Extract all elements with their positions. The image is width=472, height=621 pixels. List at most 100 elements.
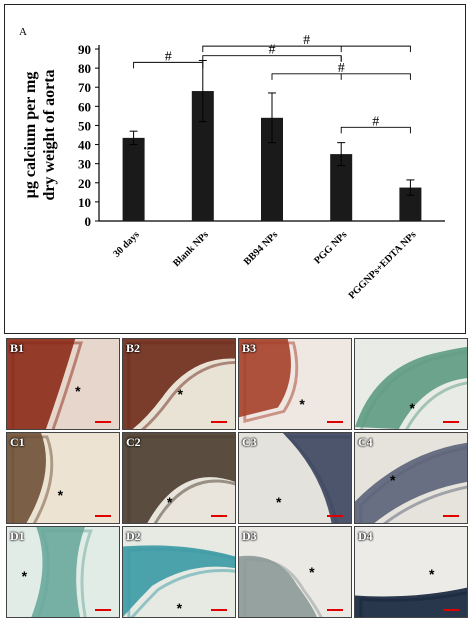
scale-bar xyxy=(443,421,459,423)
tissue-image xyxy=(123,433,235,523)
lumen-marker: * xyxy=(75,383,81,400)
tissue-layer xyxy=(127,341,235,429)
lumen-marker: * xyxy=(176,600,183,617)
bar xyxy=(330,154,353,221)
significance-marker: # xyxy=(303,33,310,48)
micrograph-grid: B1 * B2 * B3 * * C1 * C2 * C3 * C4 * D1 * D2 * D3 * D4 * xyxy=(6,338,468,618)
significance-bracket xyxy=(202,45,411,53)
micrograph-label: C2 xyxy=(126,435,141,449)
lumen-marker: * xyxy=(57,486,64,503)
x-tick-label: BB94 NPs xyxy=(242,229,280,267)
tissue-image xyxy=(355,346,467,429)
micrograph-d3: D3 * xyxy=(238,526,352,618)
bar xyxy=(122,137,145,221)
tissue-image xyxy=(239,555,323,617)
scale-bar xyxy=(211,421,227,423)
tissue-layer xyxy=(243,558,323,617)
y-tick-label: 10 xyxy=(78,195,91,210)
micrograph-label: B1 xyxy=(10,341,25,355)
scale-bar xyxy=(95,609,111,611)
micrograph-c2: C2 * xyxy=(122,432,236,524)
tissue-layer xyxy=(360,350,467,429)
tissue-region xyxy=(355,442,467,523)
lumen-marker: * xyxy=(166,493,173,510)
y-tick-label: 30 xyxy=(78,157,91,172)
tissue-region xyxy=(239,339,291,418)
tissue-region xyxy=(31,527,85,617)
micrograph-c3: C3 * xyxy=(238,432,352,524)
micrograph-d1: D1 * xyxy=(6,526,120,618)
tissue-layer xyxy=(127,435,235,523)
y-tick-label: 60 xyxy=(78,99,91,114)
tissue-region xyxy=(123,339,235,429)
scale-bar xyxy=(327,515,343,517)
x-tick-label: PGGNPs+EDTA NPs xyxy=(347,229,419,301)
tissue-layer xyxy=(11,435,54,523)
scale-bar xyxy=(327,421,343,423)
micrograph-label: D2 xyxy=(126,529,141,543)
micrograph-label: D4 xyxy=(358,529,373,543)
micrograph-label: C3 xyxy=(242,435,257,449)
micrograph-label: B2 xyxy=(126,341,141,355)
micrograph-c1: C1 * xyxy=(6,432,120,524)
micrograph-d2: D2 * xyxy=(122,526,236,618)
tissue-image xyxy=(355,587,467,617)
micrograph-label: B3 xyxy=(242,341,257,355)
scale-bar xyxy=(327,609,343,611)
bar xyxy=(261,117,283,221)
micrograph-c4: C4 * xyxy=(354,432,468,524)
y-tick-label: 90 xyxy=(78,42,91,57)
tissue-region xyxy=(7,433,46,523)
lumen-marker: * xyxy=(276,493,282,510)
micrograph-label: D3 xyxy=(242,529,257,543)
tissue-layer xyxy=(243,341,299,424)
tissue-layer xyxy=(359,446,467,523)
significance-bracket xyxy=(133,61,204,69)
significance-marker: # xyxy=(269,43,276,58)
x-tick-label: Blank NPs xyxy=(171,229,211,269)
scale-bar xyxy=(443,609,459,611)
tissue-region xyxy=(7,339,76,429)
lumen-marker: * xyxy=(409,399,415,416)
tissue-layer xyxy=(285,435,351,523)
scale-bar xyxy=(443,515,459,517)
tissue-image xyxy=(282,433,351,523)
tissue-region xyxy=(282,433,351,523)
significance-marker: # xyxy=(165,49,172,64)
tissue-layer xyxy=(127,547,235,617)
tissue-image xyxy=(7,433,54,523)
lumen-marker: * xyxy=(390,472,396,489)
lumen-marker: * xyxy=(299,395,305,412)
scale-bar xyxy=(211,609,227,611)
tissue-image xyxy=(355,442,467,523)
lumen-marker: * xyxy=(21,568,28,585)
x-tick-label: PGG NPs xyxy=(312,229,349,266)
significance-bracket xyxy=(271,73,411,80)
y-axis-label: dry weight of aorta xyxy=(41,69,58,200)
y-tick-label: 70 xyxy=(78,80,91,95)
panel-letter: A xyxy=(19,26,27,38)
chart-panel-a: A 0 10 20 30 40 50 60 70 80 90 µg calcium per mg dry… xyxy=(4,4,466,334)
tissue-layer xyxy=(11,341,83,429)
micrograph-label: C4 xyxy=(358,435,373,449)
significance-marker: # xyxy=(372,114,379,129)
micrograph-d4: D4 * xyxy=(354,526,468,618)
tissue-region xyxy=(123,545,235,617)
bar xyxy=(191,91,214,222)
micrograph-b3: B3 * xyxy=(238,338,352,430)
y-tick-label: 40 xyxy=(78,138,91,153)
micrograph-label: D1 xyxy=(10,529,25,543)
x-tick-label: 30 days xyxy=(111,229,141,259)
tissue-region xyxy=(355,346,467,429)
tissue-image xyxy=(123,339,235,429)
bar-chart: A 0 10 20 30 40 50 60 70 80 90 µg calcium per mg dry… xyxy=(19,26,445,301)
tissue-layer xyxy=(37,529,93,617)
scale-bar xyxy=(95,421,111,423)
y-tick-label: 50 xyxy=(78,118,91,133)
lumen-marker: * xyxy=(177,385,183,402)
scale-bar xyxy=(95,515,111,517)
tissue-image xyxy=(31,527,93,617)
y-axis-label: µg calcium per mg xyxy=(22,72,39,199)
tissue-image xyxy=(239,339,299,424)
tissue-region xyxy=(355,587,467,617)
